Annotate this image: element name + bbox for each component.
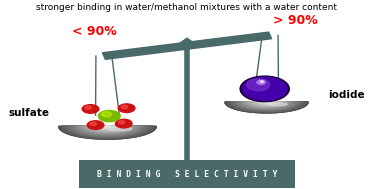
Polygon shape [230, 102, 303, 112]
Polygon shape [106, 126, 109, 127]
Ellipse shape [107, 127, 132, 131]
Polygon shape [233, 102, 300, 111]
Polygon shape [226, 102, 307, 112]
Polygon shape [246, 102, 287, 107]
Polygon shape [225, 102, 308, 113]
Polygon shape [65, 126, 150, 137]
Polygon shape [102, 32, 272, 59]
Polygon shape [101, 126, 114, 128]
Polygon shape [68, 126, 147, 137]
Circle shape [85, 106, 92, 109]
Circle shape [101, 112, 111, 117]
Text: sulfate: sulfate [8, 108, 49, 118]
Circle shape [260, 81, 264, 83]
Polygon shape [70, 126, 145, 136]
Polygon shape [90, 126, 125, 131]
Text: B I N D I N G   S E L E C T I V I T Y: B I N D I N G S E L E C T I V I T Y [97, 170, 277, 179]
Polygon shape [264, 102, 269, 103]
Polygon shape [261, 102, 272, 103]
Polygon shape [236, 102, 297, 110]
Polygon shape [104, 126, 111, 127]
Polygon shape [62, 126, 153, 138]
Circle shape [240, 76, 289, 102]
Polygon shape [59, 126, 156, 139]
Polygon shape [225, 102, 308, 113]
Polygon shape [77, 126, 138, 134]
Circle shape [257, 80, 266, 84]
Circle shape [87, 121, 104, 129]
Text: stronger binding in water/methanol mixtures with a water content: stronger binding in water/methanol mixtu… [37, 3, 337, 12]
Polygon shape [88, 126, 127, 132]
Polygon shape [60, 126, 155, 139]
Polygon shape [93, 126, 122, 130]
Polygon shape [59, 126, 156, 139]
Polygon shape [239, 102, 294, 109]
Polygon shape [263, 102, 271, 103]
Polygon shape [102, 126, 112, 128]
Polygon shape [83, 126, 132, 133]
Polygon shape [258, 102, 275, 104]
Circle shape [246, 79, 270, 91]
Polygon shape [228, 102, 305, 112]
Polygon shape [254, 102, 279, 105]
Polygon shape [255, 102, 278, 105]
Circle shape [118, 121, 125, 124]
Polygon shape [232, 102, 301, 111]
Polygon shape [244, 102, 289, 108]
Circle shape [121, 105, 128, 108]
Text: iodide: iodide [328, 90, 365, 99]
Polygon shape [242, 102, 291, 108]
Polygon shape [234, 102, 298, 110]
Polygon shape [85, 126, 130, 132]
Polygon shape [253, 102, 280, 106]
Polygon shape [247, 102, 286, 107]
Text: > 90%: > 90% [273, 14, 318, 27]
Polygon shape [80, 126, 135, 134]
Polygon shape [229, 102, 304, 112]
Polygon shape [78, 126, 137, 134]
Polygon shape [73, 126, 142, 135]
Polygon shape [176, 38, 198, 46]
Circle shape [98, 110, 120, 122]
Polygon shape [72, 126, 143, 136]
Polygon shape [64, 126, 151, 138]
Polygon shape [257, 102, 276, 105]
Circle shape [118, 104, 135, 112]
Circle shape [116, 119, 132, 128]
Ellipse shape [267, 103, 287, 106]
Polygon shape [251, 102, 282, 106]
Polygon shape [82, 126, 134, 133]
Polygon shape [237, 102, 295, 110]
Polygon shape [98, 126, 117, 129]
Polygon shape [243, 102, 290, 108]
Polygon shape [250, 102, 283, 106]
Text: < 90%: < 90% [73, 25, 117, 38]
Circle shape [242, 77, 287, 101]
Polygon shape [99, 126, 116, 129]
Polygon shape [260, 102, 273, 104]
Circle shape [82, 105, 99, 113]
Polygon shape [95, 126, 120, 130]
Polygon shape [75, 126, 140, 135]
Circle shape [90, 122, 96, 125]
Polygon shape [67, 126, 148, 137]
Polygon shape [96, 126, 119, 129]
Polygon shape [248, 102, 285, 107]
Polygon shape [91, 126, 124, 131]
Polygon shape [86, 126, 129, 132]
Bar [79, 160, 295, 188]
Polygon shape [240, 102, 293, 109]
